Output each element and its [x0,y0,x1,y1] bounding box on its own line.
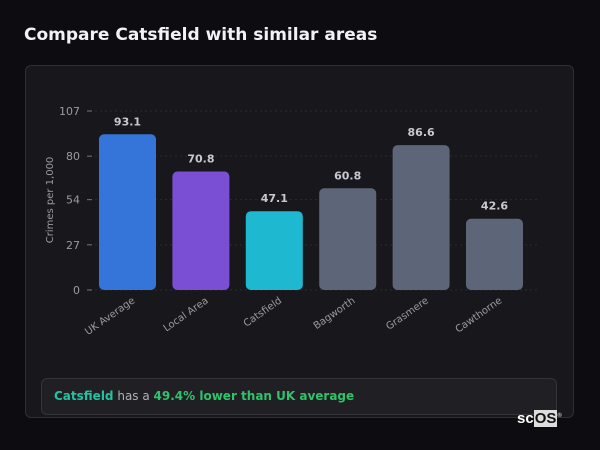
logo-text-b: OS [533,410,558,427]
data-label: 86.6 [408,126,435,139]
data-label: 93.1 [114,115,141,128]
data-label: 70.8 [187,153,214,166]
y-tick-label: 80 [66,150,80,163]
summary-box: Catsfield has a 49.4% lower than UK aver… [41,378,557,415]
bar [245,211,303,290]
x-tick-label: Grasmere [384,295,431,332]
bar [392,145,450,290]
x-tick-label: Cawthorne [454,295,505,335]
page-title: Compare Catsfield with similar areas [24,25,378,45]
y-tick-label: 0 [73,284,80,297]
summary-comparison: 49.4% lower than UK average [153,389,355,403]
scos-logo: scOS® [517,410,562,427]
bar [172,171,230,290]
summary-area: Catsfield [54,389,114,403]
x-tick-label: Catsfield [242,295,284,329]
x-tick-label: UK Average [83,295,137,337]
y-tick-label: 54 [66,194,80,207]
bar [466,218,523,290]
bar [99,134,156,290]
y-tick-label: 27 [66,239,80,252]
data-label: 47.1 [261,192,288,205]
x-tick-label: Bagworth [312,295,358,332]
bar [319,188,377,290]
data-label: 42.6 [481,200,508,213]
data-label: 60.8 [334,169,361,182]
y-tick-label: 107 [59,105,80,118]
x-tick-label: Local Area [162,295,211,334]
logo-mark: ® [557,413,562,419]
summary-connector: has a [113,389,154,403]
y-axis-label: Crimes per 1,000 [45,157,56,244]
logo-text-a: sc [517,410,534,427]
